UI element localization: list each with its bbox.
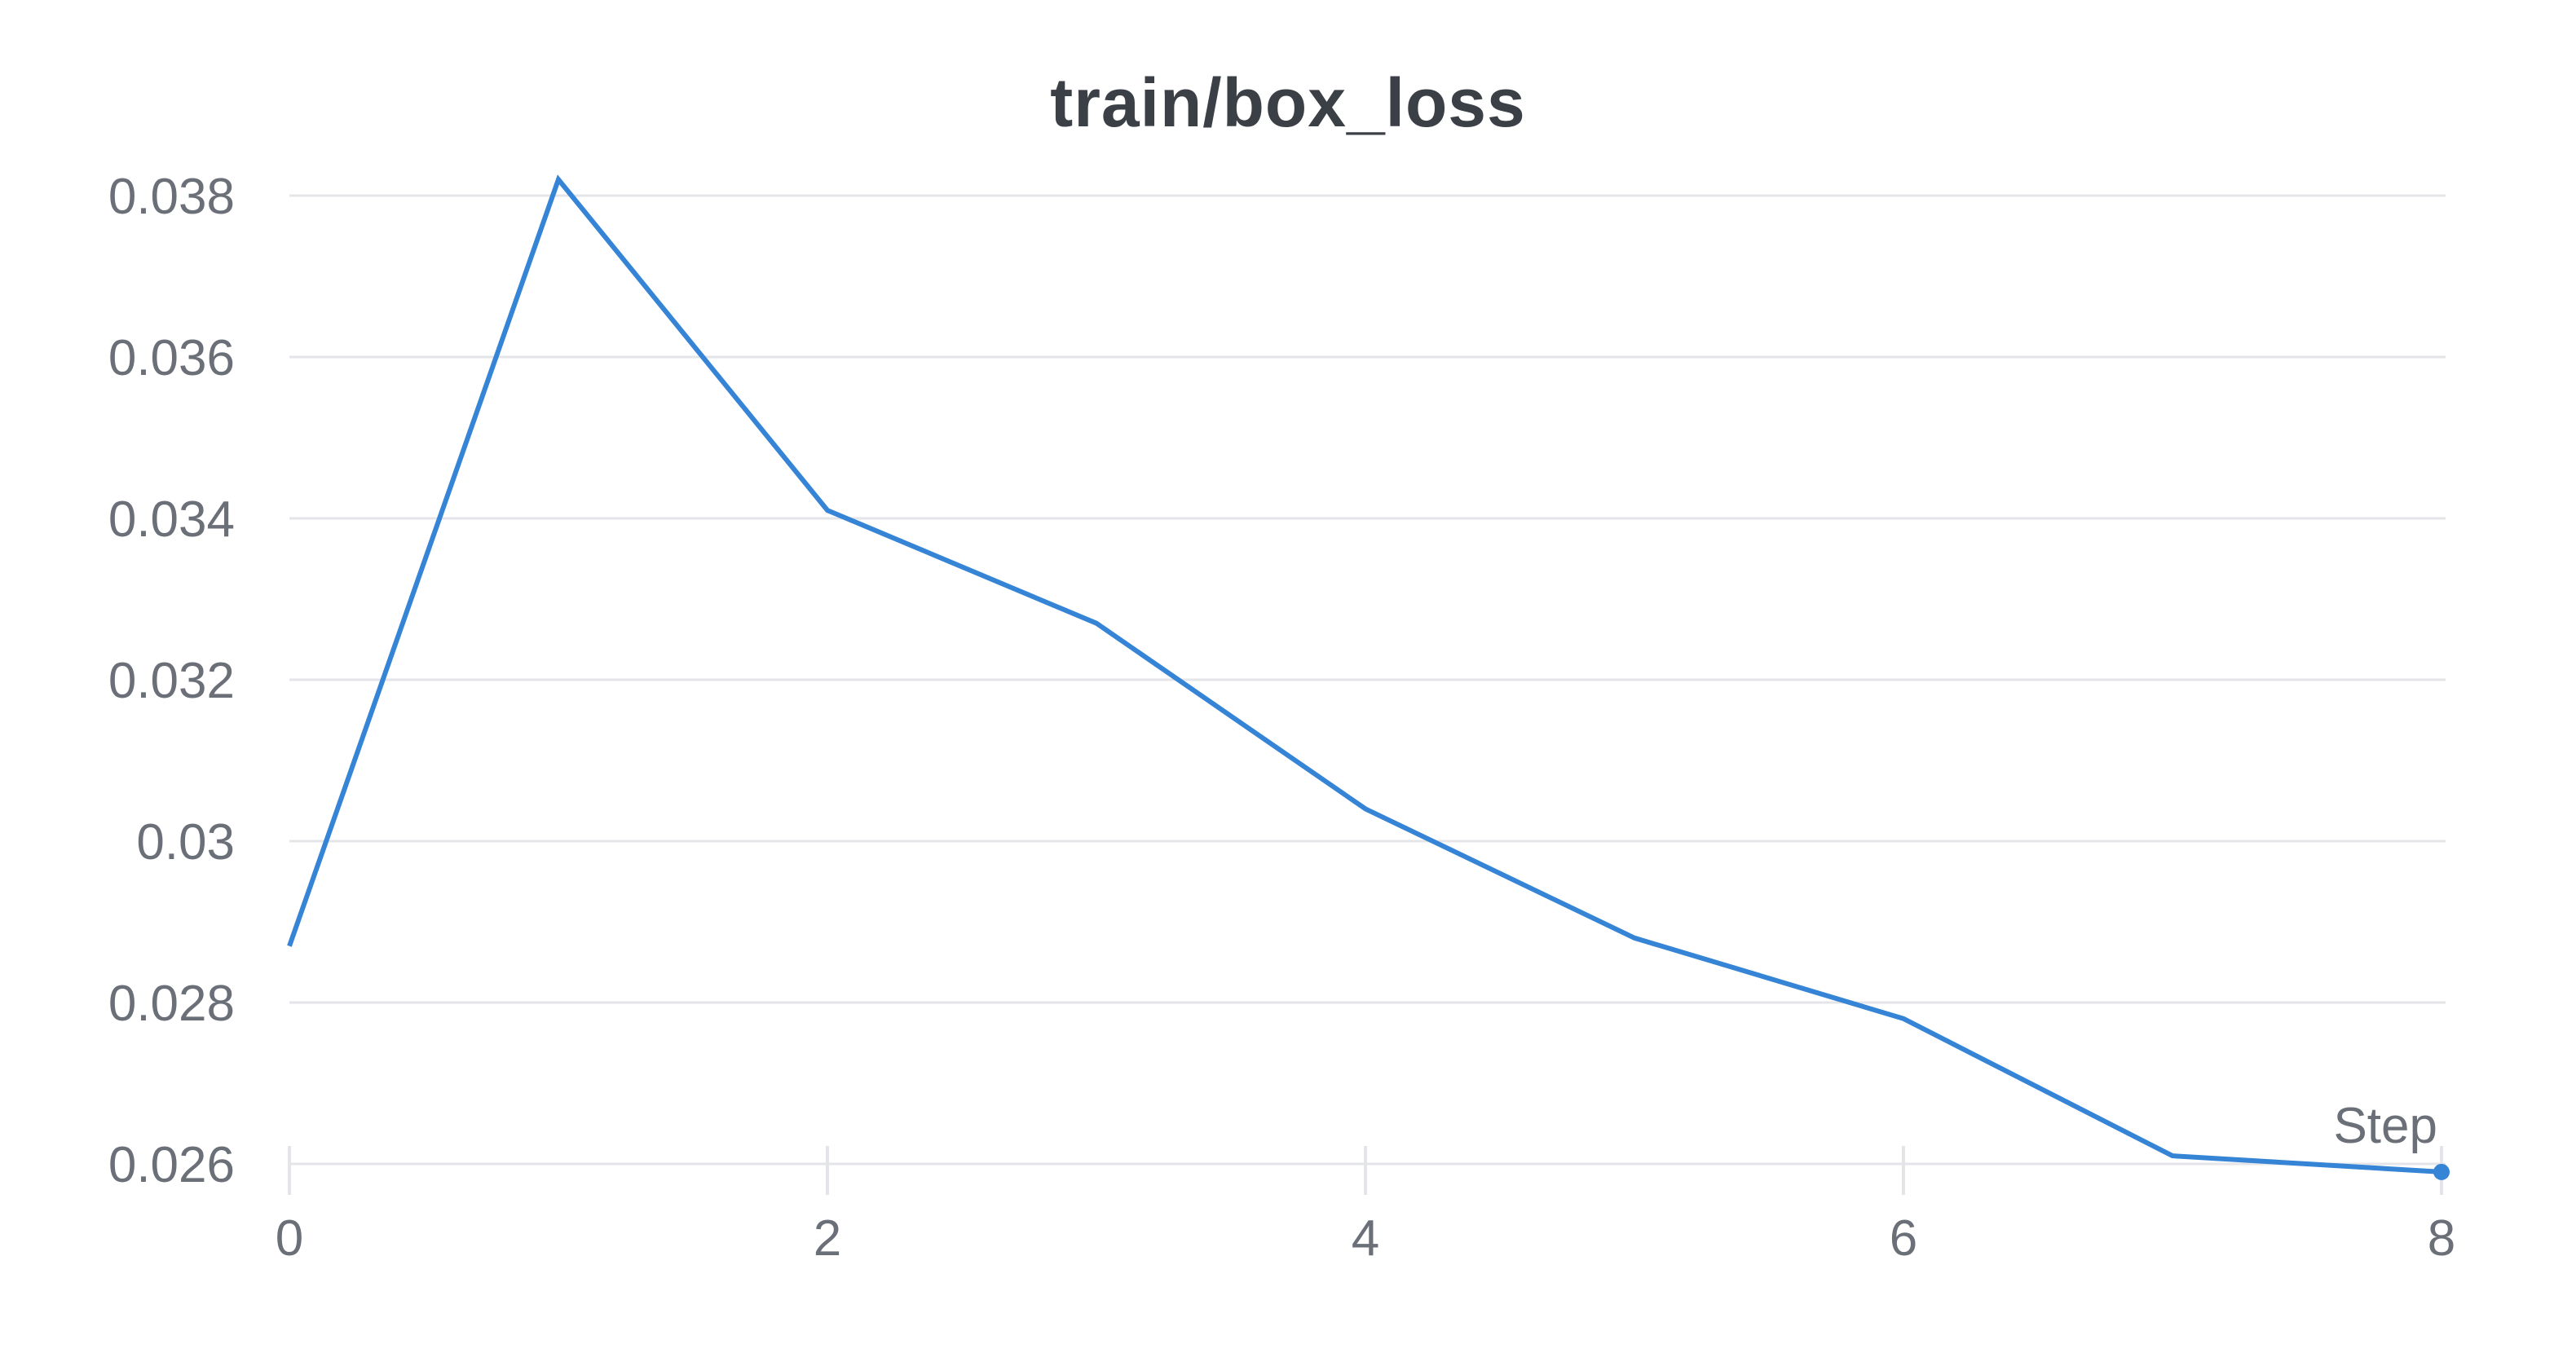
y-tick-label: 0.036 — [108, 330, 235, 386]
y-tick-label: 0.032 — [108, 653, 235, 709]
y-axis-tick-labels: 0.026 0.028 0.03 0.032 0.034 0.036 0.038 — [108, 169, 235, 1193]
series-line — [287, 174, 2442, 1175]
x-axis-ticks — [288, 1146, 2443, 1195]
grid-lines — [289, 194, 2446, 1166]
series-layer — [287, 174, 2450, 1180]
last-data-point — [2433, 1163, 2450, 1180]
x-tick-label: 8 — [2428, 1210, 2455, 1267]
chart-title: train/box_loss — [1050, 64, 1526, 141]
y-tick-label: 0.03 — [136, 814, 235, 870]
y-tick-label: 0.034 — [108, 491, 235, 548]
x-tick-label: 2 — [814, 1210, 841, 1267]
x-axis-tick-labels: 0 2 4 6 8 — [276, 1210, 2455, 1267]
y-tick-label: 0.038 — [108, 169, 235, 225]
y-tick-label: 0.026 — [108, 1137, 235, 1193]
x-axis-label: Step — [2333, 1098, 2437, 1154]
x-tick-label: 0 — [276, 1210, 303, 1267]
x-tick-label: 4 — [1352, 1210, 1379, 1267]
y-tick-label: 0.028 — [108, 976, 235, 1032]
x-tick-label: 6 — [1890, 1210, 1917, 1267]
